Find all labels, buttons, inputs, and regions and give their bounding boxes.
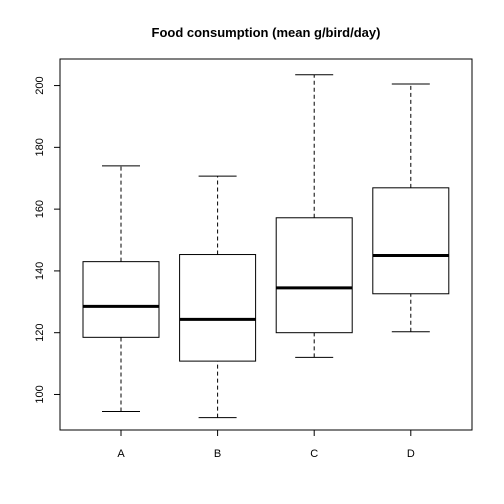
- iqr-box: [179, 254, 257, 362]
- box-B: [179, 175, 257, 419]
- x-axis: A B C D: [117, 430, 415, 460]
- y-tick-label: 160: [34, 200, 46, 218]
- iqr-box: [275, 217, 353, 334]
- box-C: [275, 74, 353, 358]
- box-D: [372, 83, 450, 333]
- x-tick-label: A: [117, 448, 125, 460]
- y-tick-label: 200: [34, 76, 46, 94]
- y-tick-label: 100: [34, 385, 46, 403]
- chart-title: Food consumption (mean g/bird/day): [152, 25, 381, 40]
- x-tick-label: B: [214, 448, 221, 460]
- x-tick-label: D: [407, 448, 415, 460]
- iqr-box: [82, 261, 160, 338]
- box-A: [82, 165, 160, 412]
- x-tick-label: C: [310, 448, 318, 460]
- y-tick-label: 180: [34, 138, 46, 156]
- boxes: [82, 74, 450, 419]
- iqr-box: [372, 187, 450, 295]
- y-tick-label: 120: [34, 324, 46, 342]
- plot-frame: [59, 58, 473, 431]
- y-tick-label: 140: [34, 262, 46, 280]
- y-axis: 100 120 140 160 180 200: [34, 76, 60, 404]
